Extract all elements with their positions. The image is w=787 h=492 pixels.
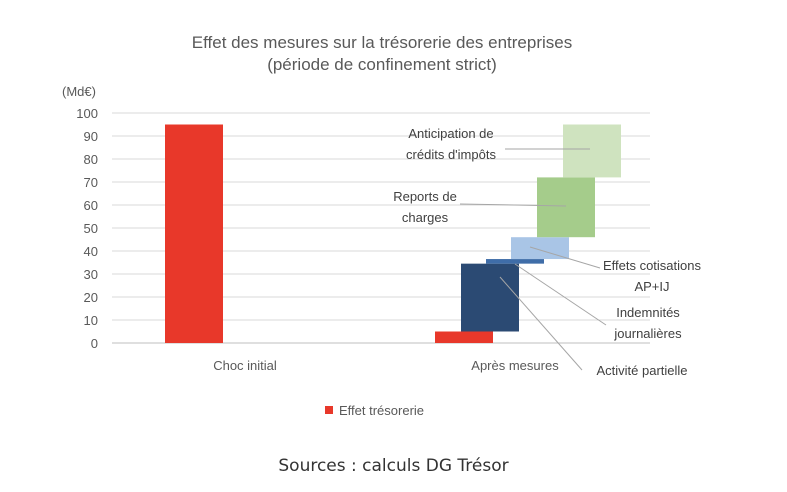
annotation-anticipation-line1: Anticipation de <box>408 126 493 141</box>
y-tick-label: 20 <box>84 290 98 305</box>
annotation-indemnites-line1: Indemnités <box>616 305 680 320</box>
y-axis-ticks: 0 10 20 30 40 50 60 70 80 90 100 <box>76 106 98 351</box>
y-tick-label: 0 <box>91 336 98 351</box>
callout-cotisations <box>529 246 601 269</box>
legend-label: Effet trésorerie <box>339 403 424 418</box>
x-tick-label: Choc initial <box>213 358 277 373</box>
y-tick-label: 100 <box>76 106 98 121</box>
y-tick-label: 30 <box>84 267 98 282</box>
annotation-cotisations-line2: AP+IJ <box>634 279 669 294</box>
callout-reports <box>459 203 567 207</box>
legend-swatch <box>325 406 333 414</box>
callout-activite <box>499 276 583 371</box>
annotation-anticipation-line2: crédits d'impôts <box>406 147 496 162</box>
annotation-reports-line1: Reports de <box>393 189 457 204</box>
bar-choc-initial <box>165 124 223 343</box>
x-tick-label: Après mesures <box>471 358 559 373</box>
step-anticipation-credits <box>563 124 621 178</box>
step-indemnites-journalieres <box>486 259 544 264</box>
annotation-cotisations-line1: Effets cotisations <box>603 258 702 273</box>
callout-lines <box>459 148 607 371</box>
y-tick-label: 70 <box>84 175 98 190</box>
y-tick-label: 10 <box>84 313 98 328</box>
y-tick-label: 50 <box>84 221 98 236</box>
step-activite-partielle <box>461 263 519 332</box>
chart-marks <box>165 124 621 343</box>
callout-indemnites <box>514 263 607 326</box>
annotation-indemnites-line2: journalières <box>613 326 682 341</box>
y-axis-unit: (Md€) <box>62 84 96 99</box>
annotation-activite: Activité partielle <box>596 363 687 378</box>
step-reports-de-charges <box>537 177 595 238</box>
bar-apres-mesures <box>435 331 493 343</box>
chart-title: Effet des mesures sur la trésorerie des … <box>192 33 572 52</box>
y-tick-label: 60 <box>84 198 98 213</box>
x-axis-ticks: Choc initial Après mesures <box>213 358 559 373</box>
step-effets-cotisations <box>511 237 569 260</box>
y-tick-label: 80 <box>84 152 98 167</box>
annotation-reports-line2: charges <box>402 210 449 225</box>
chart-subtitle: (période de confinement strict) <box>267 55 497 74</box>
source-note: Sources : calculs DG Trésor <box>278 456 509 476</box>
y-tick-label: 90 <box>84 129 98 144</box>
y-tick-label: 40 <box>84 244 98 259</box>
